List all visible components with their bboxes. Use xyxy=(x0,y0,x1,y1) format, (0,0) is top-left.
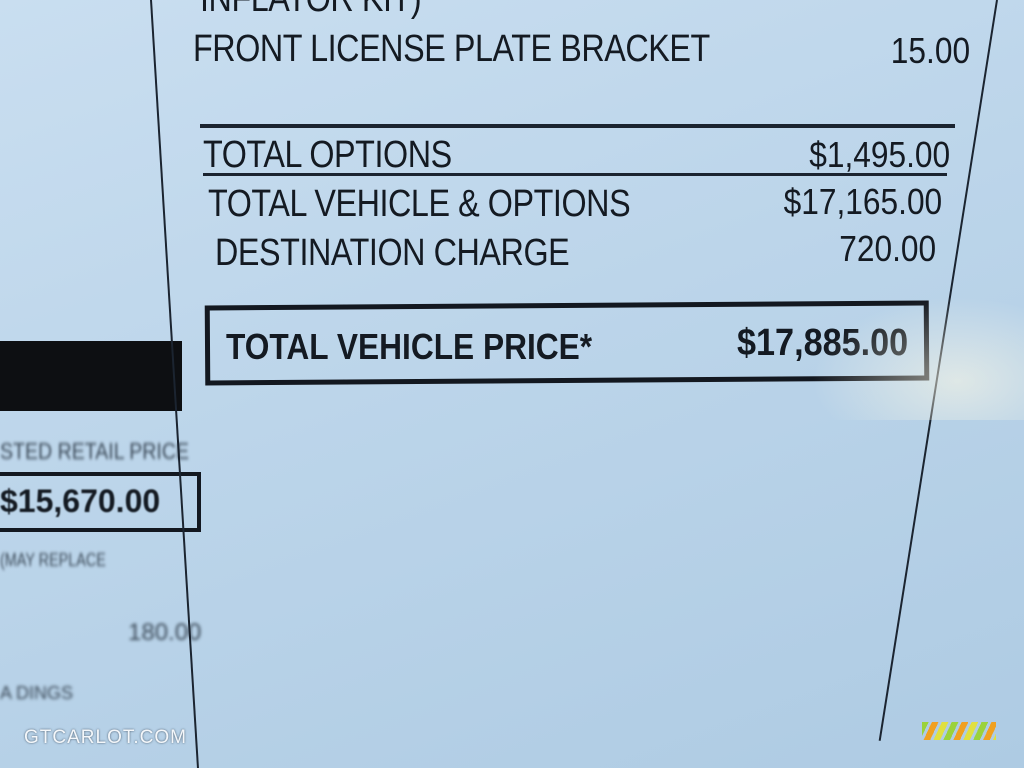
total-vehicle-options-label: TOTAL VEHICLE & OPTIONS xyxy=(208,183,631,225)
divider xyxy=(200,124,955,128)
total-options-label: TOTAL OPTIONS xyxy=(203,134,452,176)
glare xyxy=(800,290,1024,420)
left-note: (MAY REPLACE xyxy=(0,550,106,570)
watermark-text: GTCARLOT.COM xyxy=(24,727,187,748)
total-vehicle-options-value: $17,165.00 xyxy=(783,181,942,222)
watermark-logo-icon xyxy=(922,722,996,740)
destination-charge-label: DESTINATION CHARGE xyxy=(215,232,570,274)
item-label: FRONT LICENSE PLATE BRACKET xyxy=(193,28,710,70)
total-options-value: $1,495.00 xyxy=(809,134,950,175)
left-black-bar xyxy=(0,341,182,411)
item-value: 15.00 xyxy=(890,30,970,71)
divider xyxy=(203,173,947,176)
msrp-box xyxy=(0,472,201,532)
total-price-label: TOTAL VEHICLE PRICE* xyxy=(226,326,593,367)
msrp-label: STED RETAIL PRICE xyxy=(0,438,190,464)
partial-top-item: INFLATOR KIT) xyxy=(200,0,422,21)
msrp-value: $15,670.00 xyxy=(0,483,161,519)
destination-charge-value: 720.00 xyxy=(839,228,936,269)
left-partial-text: A DINGS xyxy=(0,683,74,703)
